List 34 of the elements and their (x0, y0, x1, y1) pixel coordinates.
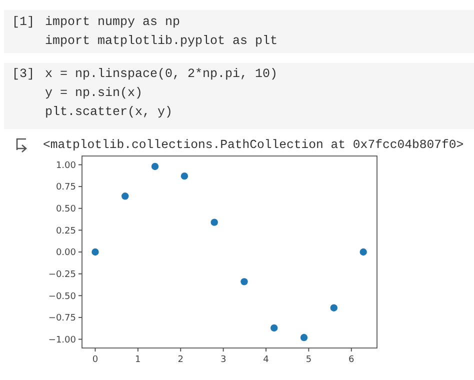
point (210, 218, 218, 226)
y-tick-label: 0.75 (56, 182, 76, 193)
point (240, 278, 248, 286)
y-tick-label: 0.25 (56, 226, 76, 236)
x-tick-label: 5 (306, 355, 312, 365)
point (151, 162, 159, 170)
y-tick-label: 1.00 (56, 160, 76, 171)
text: [1] (12, 15, 35, 29)
point (180, 172, 188, 180)
y-tick-label: −1.00 (48, 335, 76, 346)
text: import matplotlib.pyplot as plt (45, 34, 278, 48)
y-tick-label: −0.25 (48, 270, 76, 280)
point (300, 334, 308, 342)
point (360, 248, 367, 256)
point (330, 304, 338, 312)
text: y = np.sin(x) (45, 86, 143, 100)
x-tick-label: 6 (348, 355, 355, 365)
x-tick-label: 3 (220, 355, 226, 365)
point (122, 192, 129, 200)
x-tick-label: 2 (178, 355, 184, 365)
point (270, 324, 278, 332)
y-tick-label: −0.50 (48, 292, 76, 302)
y-tick-label: −0.75 (48, 314, 76, 324)
x-tick-label: 0 (92, 355, 98, 365)
point (92, 248, 99, 256)
x-tick-label: 1 (135, 355, 141, 365)
y-tick-label: 0.50 (56, 204, 76, 215)
text: [3] (12, 67, 35, 81)
text: <matplotlib.collections.PathCollection at 0x7fcc04b807f0> (43, 138, 464, 152)
text: plt.scatter(x, y) (45, 105, 173, 119)
text: import numpy as np (45, 15, 180, 29)
x-tick-label: 4 (263, 355, 270, 365)
y-tick-label: 0.00 (56, 248, 76, 258)
text: x = np.linspace(0, 2*np.pi, 10) (45, 67, 278, 81)
